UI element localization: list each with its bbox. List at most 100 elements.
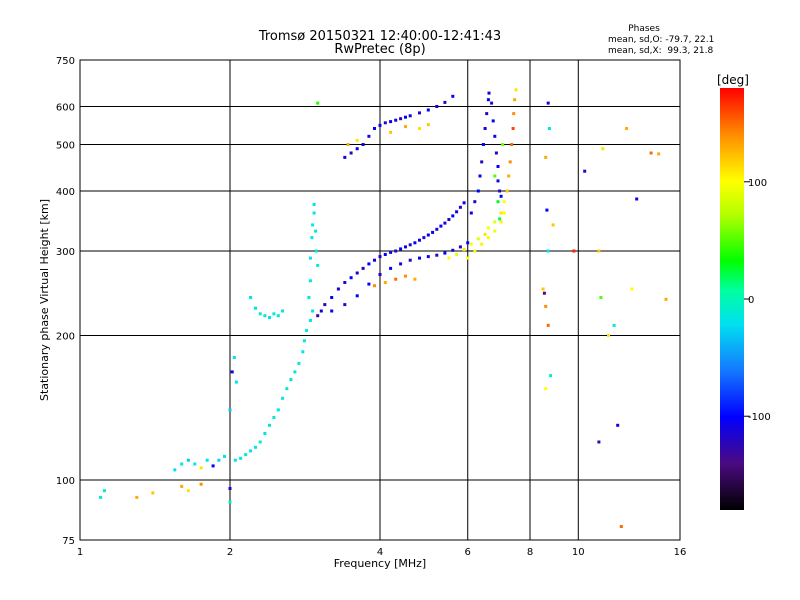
data-point [443,221,447,225]
data-point [308,279,312,283]
data-point [258,440,262,444]
data-point [343,155,347,159]
data-point [499,220,503,224]
x-tick-label: 8 [527,547,533,558]
data-point [485,112,489,116]
data-point [217,458,221,462]
grid-lines [80,60,680,540]
data-point [355,294,359,298]
data-point [458,245,462,249]
data-point [447,256,451,260]
data-point [426,123,430,127]
data-point [483,127,487,130]
data-point [103,489,106,493]
data-point [544,155,548,159]
data-point [549,374,553,378]
data-point [151,491,155,495]
chart-subtitle: RwPretec (8p) [334,42,425,57]
data-point [480,160,484,164]
data-point [249,296,253,299]
data-point [505,189,509,193]
data-point [268,316,271,320]
data-point [193,462,197,466]
x-tick-label: 16 [674,547,687,558]
data-point [173,468,177,472]
data-point [383,253,387,256]
data-point [135,495,139,499]
data-point [483,232,487,236]
colorbar-tick-label: -100 [748,412,771,423]
data-point [389,266,393,270]
data-point [493,229,497,233]
data-point [211,464,215,468]
data-point [494,151,498,155]
data-point [426,108,430,112]
data-point [426,233,430,237]
data-point [263,432,267,435]
colorbar-label: [deg] [717,73,749,87]
data-point [502,211,506,215]
plot-frame [79,59,681,541]
data-point [205,458,209,462]
data-point [404,115,407,119]
data-point [297,361,301,365]
data-points [99,88,668,528]
stats-line-x: mean, sd,X: 99.3, 21.8 [608,46,714,56]
data-point [408,243,412,247]
data-point [378,255,382,259]
data-point [233,458,237,462]
data-point [455,210,459,214]
data-point [263,314,267,318]
y-tick-label: 400 [56,187,75,198]
data-point [281,309,285,313]
data-point [394,118,398,122]
data-point [249,449,253,453]
data-point [635,197,639,201]
data-point [431,230,435,234]
stats-heading: Phases [628,24,660,34]
data-point [476,237,480,241]
data-point [597,440,601,444]
y-tick-label: 500 [56,141,75,152]
data-point [469,211,473,215]
x-tick-label: 10 [572,547,585,558]
data-point [389,250,393,254]
data-point [228,500,232,504]
data-point [343,303,347,307]
data-point [458,205,462,209]
data-point [544,304,548,308]
data-point [355,138,359,142]
data-point [367,262,371,266]
data-point [413,277,417,281]
data-point [546,101,550,105]
data-point [186,458,190,462]
data-point [399,262,403,266]
data-point [490,101,494,105]
data-point [404,245,407,249]
data-point [258,312,262,316]
colorbar-ticks: 100 0 -100 [744,178,771,423]
data-point [473,249,477,253]
data-point [607,334,610,337]
data-point [389,120,393,124]
data-point [630,287,634,291]
data-point [268,423,271,427]
stats-line-o: mean, sd,O: -79.7, 22.1 [608,35,714,45]
data-point [355,271,359,275]
data-point [408,258,412,262]
data-point [404,125,407,129]
data-point [399,117,403,121]
data-point [443,100,447,104]
data-point [180,484,184,488]
y-tick-label: 200 [56,332,75,343]
data-point [496,179,500,183]
data-point [612,323,616,327]
data-point [426,255,430,259]
data-point [404,274,407,278]
data-point [502,200,506,204]
data-point [493,174,497,178]
data-point [310,236,314,240]
data-point [451,248,455,252]
data-point [498,217,502,221]
